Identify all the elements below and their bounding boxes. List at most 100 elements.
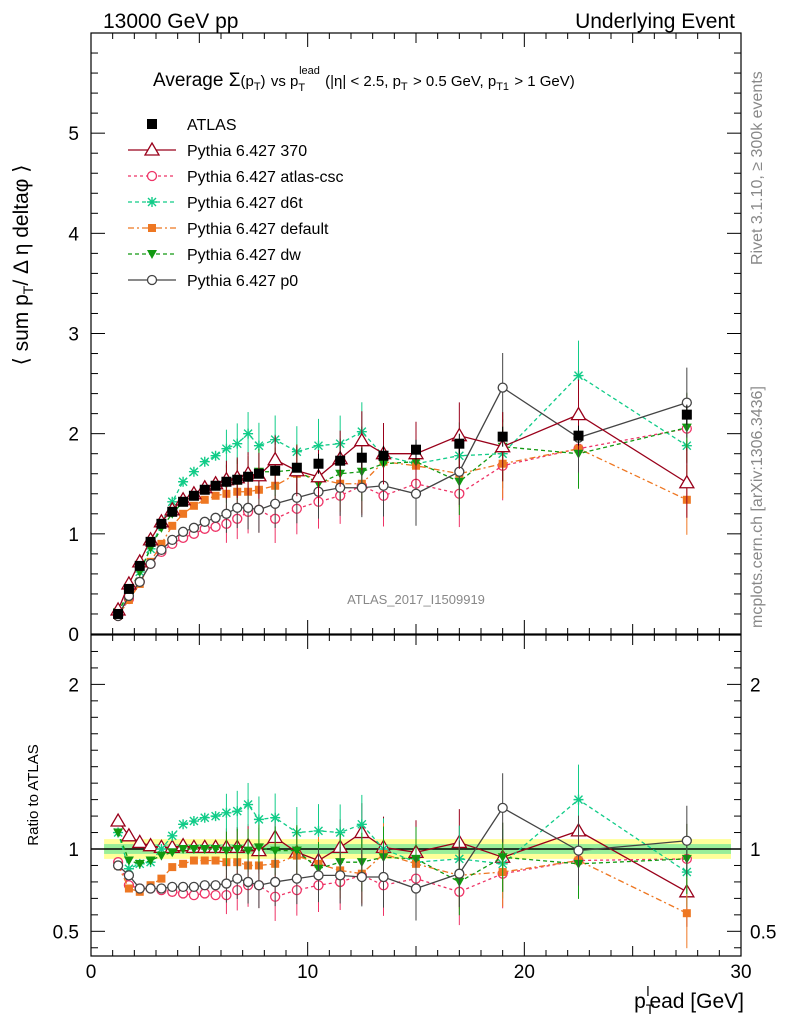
x-tick-label: 30 <box>730 962 751 983</box>
y-tick-label: 2 <box>68 425 79 446</box>
data-point <box>188 522 200 533</box>
data-point <box>313 870 324 881</box>
data-point <box>199 812 210 823</box>
data-point <box>232 873 243 884</box>
ratio-tick-label: 0.5 <box>53 922 79 943</box>
series-ATLAS <box>113 404 692 619</box>
data-point <box>199 845 210 854</box>
data-point <box>200 495 209 504</box>
ratio-tick-label: 1 <box>68 840 79 861</box>
data-point <box>232 806 243 817</box>
data-point <box>146 170 158 182</box>
x-tick-label: 10 <box>297 962 318 983</box>
ratio-series-dw <box>113 822 692 916</box>
data-point <box>179 509 188 518</box>
data-point <box>335 455 346 466</box>
data-point <box>243 799 254 810</box>
data-point <box>131 834 148 849</box>
data-point <box>232 438 243 449</box>
data-point <box>145 856 156 866</box>
ratio-tick-label-right: 2 <box>750 675 761 696</box>
data-point <box>497 382 508 393</box>
analysis-label: ATLAS_2017_I1509919 <box>347 592 485 607</box>
data-point <box>232 845 243 854</box>
data-point <box>147 197 157 207</box>
data-point <box>573 370 584 381</box>
series-dw <box>113 392 692 617</box>
rivet-label: Rivet 3.1.10, ≥ 300k events <box>749 71 766 265</box>
data-point <box>145 558 156 570</box>
data-point <box>211 491 220 500</box>
data-point <box>113 608 124 619</box>
data-point <box>497 853 508 863</box>
data-point <box>291 846 302 856</box>
data-point <box>410 883 422 894</box>
header-left: 13000 GeV pp <box>103 10 238 33</box>
data-point <box>243 428 254 439</box>
data-point <box>157 874 166 883</box>
series-atlas-csc <box>112 393 692 622</box>
data-point <box>112 860 124 871</box>
data-point <box>123 856 134 866</box>
y-tick-label: 1 <box>68 525 79 546</box>
data-point <box>243 471 254 482</box>
data-point <box>221 508 232 519</box>
main-ylabel: ⟨ sum pT/ Δ η deltaφ ⟩ <box>10 165 36 366</box>
data-point <box>310 468 327 483</box>
data-point <box>270 812 281 823</box>
data-point <box>313 458 324 469</box>
data-point <box>221 443 232 454</box>
data-point <box>253 504 265 515</box>
data-point <box>335 827 346 838</box>
legend-label: Pythia 6.427 default <box>187 221 329 238</box>
data-point <box>378 450 389 461</box>
data-point <box>356 819 367 830</box>
y-tick-label: 0 <box>68 625 79 646</box>
legend: ATLAS Pythia 6.427 370 Pythia 6.427 atlas-… <box>128 117 344 290</box>
data-point <box>167 848 178 858</box>
data-point <box>167 506 178 517</box>
data-point <box>200 856 209 865</box>
ratio-tick-label-right: 0.5 <box>750 922 776 943</box>
ratio-series-p0 <box>112 773 692 921</box>
data-point <box>681 409 692 420</box>
data-point <box>147 250 157 259</box>
data-point <box>232 502 243 513</box>
data-point <box>167 534 178 545</box>
data-point <box>109 812 127 827</box>
data-point <box>221 807 232 818</box>
main-plot-area: 0 1 2 3 4 5 <box>68 32 742 646</box>
data-point <box>167 881 178 893</box>
legend-label: Pythia 6.427 d6t <box>187 195 303 212</box>
data-point <box>356 871 367 883</box>
y-tick-label: 5 <box>68 124 79 145</box>
mcplots-label: mcplots.cern.ch [arXiv:1306.3436] <box>749 386 766 628</box>
data-point <box>270 876 281 888</box>
data-point <box>120 827 138 842</box>
data-point <box>123 863 134 874</box>
data-point <box>199 516 210 527</box>
legend-label: Pythia 6.427 dw <box>187 247 301 264</box>
header-right: Underlying Event <box>575 10 735 33</box>
data-point <box>156 518 167 529</box>
data-point <box>179 859 188 868</box>
data-point <box>253 814 264 825</box>
data-point <box>253 880 265 891</box>
data-point <box>189 501 198 510</box>
legend-item-ATLAS: ATLAS <box>147 117 237 134</box>
y-tick-label: 4 <box>68 224 79 245</box>
data-point <box>313 825 324 836</box>
data-point <box>134 560 145 571</box>
data-point <box>410 488 422 499</box>
data-point <box>378 871 389 883</box>
data-point <box>188 466 199 477</box>
data-point <box>454 438 465 449</box>
data-point <box>353 432 370 447</box>
legend-item-atlas-csc: Pythia 6.427 atlas-csc <box>128 169 344 186</box>
data-point <box>178 819 189 830</box>
plot-title: Average Σ(pT) vs pTlead (|η| < 2.5, pT >… <box>153 58 575 95</box>
data-point <box>270 498 281 509</box>
data-point <box>242 876 254 888</box>
data-point <box>678 474 695 489</box>
